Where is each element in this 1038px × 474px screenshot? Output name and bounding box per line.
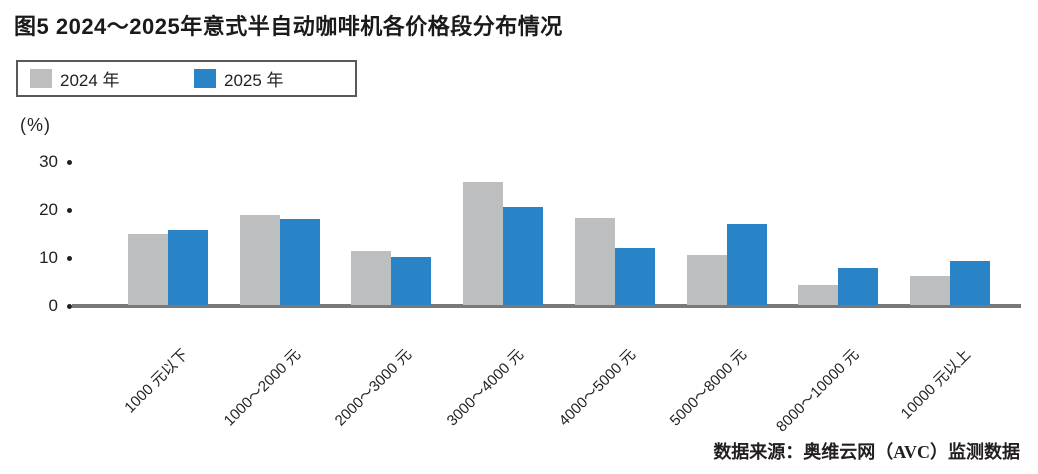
legend-label-2024: 2024 年 — [60, 71, 120, 90]
bar-2025-1 — [168, 230, 208, 305]
y-tick-dot-10 — [67, 256, 72, 261]
bar-2024-7 — [798, 285, 838, 305]
x-axis-label-4: 3000～4000 元 — [443, 346, 528, 430]
bar-2025-8 — [950, 261, 990, 305]
x-axis-label-2: 1000～2000 元 — [220, 346, 305, 430]
bar-2024-3 — [351, 251, 391, 305]
legend-swatch-2024 — [30, 69, 52, 88]
x-axis-label-8: 10000 元以上 — [897, 346, 975, 423]
bar-2025-4 — [503, 207, 543, 305]
legend-item-2025: 2025 年 — [194, 62, 284, 95]
data-source: 数据来源：奥维云网（AVC）监测数据 — [713, 442, 1020, 462]
bar-2024-4 — [463, 182, 503, 305]
bar-2025-2 — [280, 219, 320, 305]
bar-2025-6 — [727, 224, 767, 305]
x-axis-label-6: 5000～8000 元 — [666, 346, 751, 430]
bar-2025-3 — [391, 257, 431, 305]
bar-2025-5 — [615, 248, 655, 305]
y-axis-unit-label: (%) — [20, 115, 51, 135]
legend-label-2025: 2025 年 — [224, 71, 284, 90]
y-tick-dot-30 — [67, 160, 72, 165]
bar-2024-1 — [128, 234, 168, 305]
x-axis-line — [72, 304, 1021, 308]
x-axis-label-5: 4000～5000 元 — [555, 346, 640, 430]
bar-2024-8 — [910, 276, 950, 305]
figure-title: 图5 2024～2025年意式半自动咖啡机各价格段分布情况 — [14, 14, 563, 39]
x-axis-label-1: 1000 元以下 — [121, 346, 193, 417]
bar-2024-5 — [575, 218, 615, 305]
y-tick-dot-0 — [67, 304, 72, 309]
y-tick-label-0: 0 — [48, 296, 58, 315]
y-tick-label-10: 10 — [39, 248, 58, 267]
x-axis-label-3: 2000～3000 元 — [331, 346, 416, 430]
y-tick-label-30: 30 — [39, 152, 58, 171]
legend-item-2024: 2024 年 — [30, 62, 120, 95]
bar-2024-2 — [240, 215, 280, 305]
bar-2025-7 — [838, 268, 878, 305]
legend: 2024 年 2025 年 — [16, 60, 357, 97]
y-tick-dot-20 — [67, 208, 72, 213]
legend-swatch-2025 — [194, 69, 216, 88]
y-tick-label-20: 20 — [39, 200, 58, 219]
x-axis-label-7: 8000～10000 元 — [772, 346, 863, 436]
bar-2024-6 — [687, 255, 727, 305]
